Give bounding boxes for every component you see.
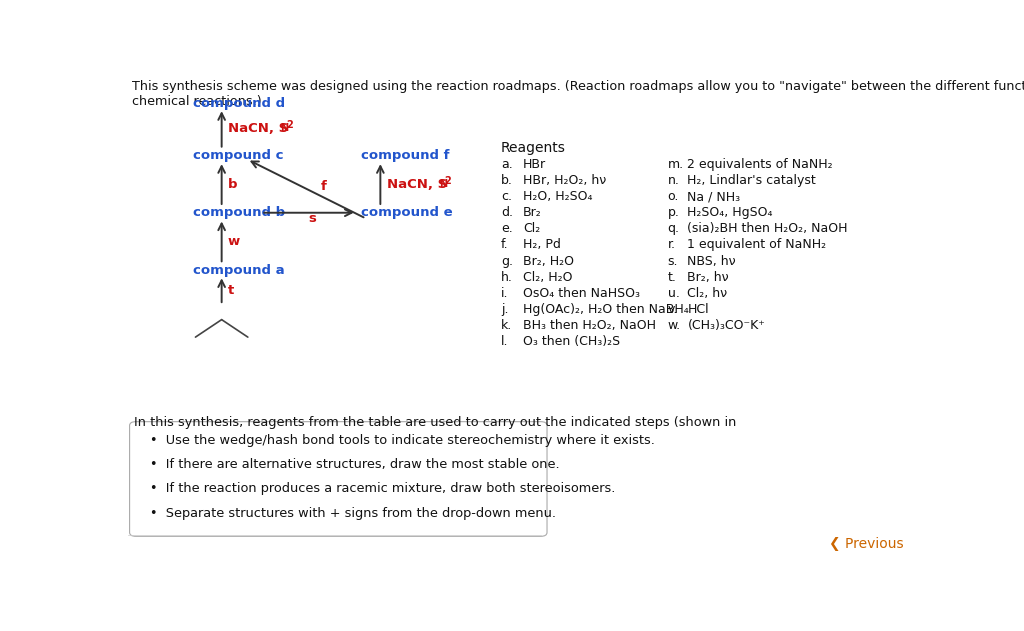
Text: w: w	[228, 235, 241, 248]
Text: In this synthesis, reagents from the table are used to carry out the indicated s: In this synthesis, reagents from the tab…	[133, 416, 740, 429]
Text: •  If there are alternative structures, draw the most stable one.: • If there are alternative structures, d…	[151, 458, 560, 471]
Text: NBS, hν: NBS, hν	[687, 254, 736, 268]
Text: Na / NH₃: Na / NH₃	[687, 191, 740, 203]
Text: Br₂, H₂O: Br₂, H₂O	[523, 254, 574, 268]
Text: t.: t.	[668, 271, 677, 283]
Text: HBr: HBr	[523, 158, 547, 172]
Text: e.: e.	[501, 223, 513, 235]
Text: f.: f.	[501, 239, 509, 252]
Text: l.: l.	[501, 334, 509, 348]
Text: p.: p.	[668, 206, 680, 220]
Text: a.: a.	[501, 158, 513, 172]
Text: H₂SO₄, HgSO₄: H₂SO₄, HgSO₄	[687, 206, 773, 220]
Text: h.: h.	[501, 271, 513, 283]
Text: c.: c.	[501, 191, 512, 203]
Text: v.: v.	[668, 303, 678, 316]
Text: Br₂: Br₂	[523, 206, 542, 220]
Text: •  If the reaction produces a racemic mixture, draw both stereoisomers.: • If the reaction produces a racemic mix…	[151, 482, 615, 495]
Text: t: t	[228, 284, 234, 297]
Text: w.: w.	[668, 319, 681, 332]
Text: HBr, H₂O₂, hν: HBr, H₂O₂, hν	[523, 174, 606, 187]
Text: i.: i.	[501, 286, 509, 300]
Text: k.: k.	[501, 319, 512, 332]
Text: 2: 2	[444, 176, 452, 186]
Text: •  Separate structures with + signs from the drop-down menu.: • Separate structures with + signs from …	[151, 507, 556, 519]
Text: s.: s.	[668, 254, 678, 268]
Text: 2 equivalents of NaNH₂: 2 equivalents of NaNH₂	[687, 158, 834, 172]
Text: OsO₄ then NaHSO₃: OsO₄ then NaHSO₃	[523, 286, 640, 300]
Text: q.: q.	[668, 223, 680, 235]
Text: NaCN, S: NaCN, S	[387, 177, 446, 191]
Text: compound f: compound f	[360, 149, 450, 162]
Text: s: s	[308, 212, 316, 225]
Text: j.: j.	[501, 303, 509, 316]
Text: •  Use the wedge/hash bond tools to indicate stereochemistry where it exists.: • Use the wedge/hash bond tools to indic…	[151, 433, 655, 447]
Text: NaCN, S: NaCN, S	[228, 122, 288, 134]
Text: compound e: compound e	[360, 206, 453, 219]
Text: N: N	[439, 179, 447, 189]
Text: This synthesis scheme was designed using the reaction roadmaps. (Reaction roadma: This synthesis scheme was designed using…	[132, 80, 1024, 108]
Text: Cl₂, hν: Cl₂, hν	[687, 286, 728, 300]
Text: o.: o.	[668, 191, 679, 203]
Text: b.: b.	[501, 174, 513, 187]
Text: compound d: compound d	[194, 97, 286, 110]
FancyBboxPatch shape	[130, 422, 547, 536]
Text: (sia)₂BH then H₂O₂, NaOH: (sia)₂BH then H₂O₂, NaOH	[687, 223, 848, 235]
Text: n.: n.	[668, 174, 680, 187]
Text: H₂, Pd: H₂, Pd	[523, 239, 561, 252]
Text: compound b: compound b	[194, 206, 286, 219]
Text: HCl: HCl	[687, 303, 709, 316]
Text: 1 equivalent of NaNH₂: 1 equivalent of NaNH₂	[687, 239, 826, 252]
Text: Hg(OAc)₂, H₂O then NaBH₄: Hg(OAc)₂, H₂O then NaBH₄	[523, 303, 689, 316]
Text: f: f	[321, 179, 327, 192]
Text: (CH₃)₃CO⁻K⁺: (CH₃)₃CO⁻K⁺	[687, 319, 765, 332]
Text: b: b	[228, 177, 238, 191]
Text: BH₃ then H₂O₂, NaOH: BH₃ then H₂O₂, NaOH	[523, 319, 656, 332]
Text: d.: d.	[501, 206, 513, 220]
Text: compound a: compound a	[194, 264, 285, 276]
Text: 2: 2	[286, 120, 293, 130]
Text: Cl₂, H₂O: Cl₂, H₂O	[523, 271, 572, 283]
Text: Cl₂: Cl₂	[523, 223, 541, 235]
Text: g.: g.	[501, 254, 513, 268]
Text: Br₂, hν: Br₂, hν	[687, 271, 729, 283]
Text: r.: r.	[668, 239, 676, 252]
Text: H₂, Lindlar's catalyst: H₂, Lindlar's catalyst	[687, 174, 816, 187]
Text: m.: m.	[668, 158, 684, 172]
Text: compound c: compound c	[194, 149, 284, 162]
Text: Reagents: Reagents	[501, 141, 566, 155]
Text: N: N	[281, 123, 289, 133]
Text: O₃ then (CH₃)₂S: O₃ then (CH₃)₂S	[523, 334, 621, 348]
Text: u.: u.	[668, 286, 680, 300]
Text: H₂O, H₂SO₄: H₂O, H₂SO₄	[523, 191, 593, 203]
Text: ❮ Previous: ❮ Previous	[828, 537, 903, 551]
